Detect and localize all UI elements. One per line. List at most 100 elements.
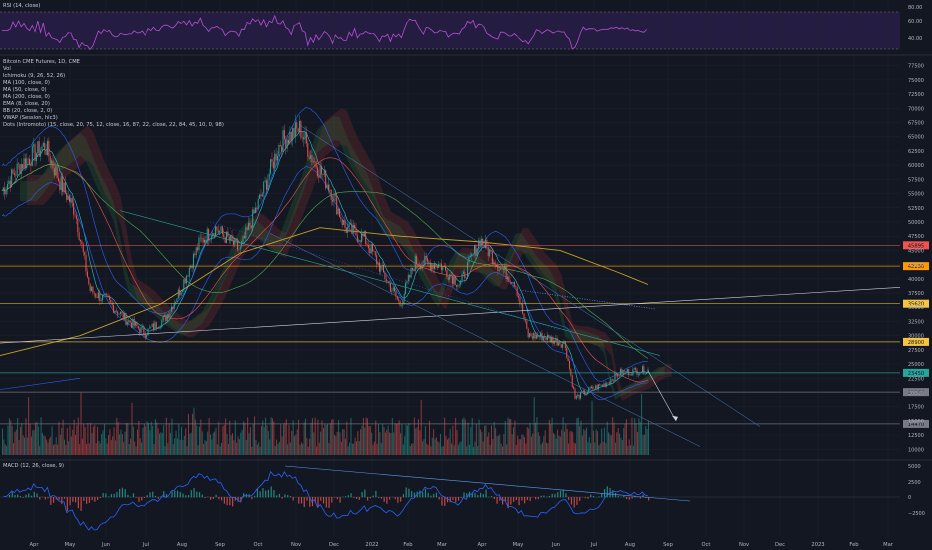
price-tick: 57500 (908, 177, 924, 183)
macd-hist-bar (573, 497, 575, 508)
price-tick: 67500 (908, 121, 924, 127)
trend-line-dotted (519, 289, 656, 310)
candle-body (383, 264, 385, 273)
volume-bar (361, 425, 363, 455)
candle-body (133, 318, 135, 326)
legend-ma200[interactable]: MA (200, close, 0) (3, 94, 50, 100)
price-axis[interactable]: 45895 42230 35620 28900 23450 20060 14470 77500… (903, 5, 929, 517)
volume-bar (496, 436, 498, 455)
volume-bars (2, 392, 649, 455)
volume-bar (431, 437, 433, 455)
volume-bar (327, 423, 329, 455)
macd-hist-bar (171, 491, 173, 498)
macd-hist-bar (587, 497, 589, 499)
candle-body (607, 382, 609, 384)
legend-symbol[interactable]: Bitcoin CME Futures, 1D, CME (3, 59, 80, 65)
volume-bar (420, 399, 422, 455)
legend-dots[interactable]: Dots (Intromoto) (15, close, 20, 75, 12,… (3, 122, 224, 128)
candle-body (545, 337, 547, 340)
macd-hist-bar (342, 496, 344, 498)
time-tick: Nov (291, 542, 301, 548)
volume-bar (260, 426, 262, 455)
macd-hist-bar (628, 497, 630, 500)
time-tick: May (65, 542, 76, 548)
candle-body (169, 311, 171, 317)
trend-lines[interactable] (0, 125, 901, 447)
volume-bar (479, 429, 481, 455)
legend-ma100[interactable]: MA (100, close, 0) (3, 80, 50, 86)
legend-bb[interactable]: BB (20, close, 2, 0) (3, 108, 53, 114)
volume-bar (506, 444, 508, 455)
macd-hist-bar (634, 495, 636, 498)
volume-bar (226, 434, 228, 455)
macd-hist-bar (149, 492, 151, 498)
candle-body (71, 198, 73, 203)
macd-hist-bar (75, 497, 77, 503)
candle-body (143, 326, 145, 335)
candle-body (95, 293, 97, 297)
horizontal-levels[interactable] (0, 244, 900, 425)
macd-hist-bar (278, 493, 281, 498)
volume-bar (171, 418, 173, 455)
macd-hist-bar (259, 491, 261, 498)
volume-bar (252, 423, 254, 455)
candle-body (122, 312, 124, 320)
volume-bar (153, 444, 155, 455)
volume-bar (134, 441, 136, 455)
volume-bar (102, 430, 104, 455)
volume-bar (457, 445, 459, 455)
macd-hist-bar (55, 497, 57, 500)
time-tick: Jun (101, 542, 110, 548)
candle-body (210, 236, 212, 240)
price-tick: 60000 (908, 163, 924, 169)
candle-body (84, 252, 86, 256)
volume-bar (427, 445, 429, 455)
legend-ma50[interactable]: MA (50, close, 0) (3, 87, 47, 93)
volume-bar (437, 441, 439, 455)
volume-bar (244, 422, 246, 455)
candle-body (325, 170, 327, 189)
macd-hist-bar (88, 497, 90, 503)
macd-hist-bar (209, 497, 212, 500)
macd-hist-bar (361, 491, 363, 498)
candle-body (165, 315, 167, 321)
time-tick: Sep (215, 542, 225, 548)
volume-bar (232, 433, 234, 455)
volume-bar (529, 422, 531, 455)
volume-bar (554, 434, 556, 455)
candle-body (629, 374, 631, 376)
macd-hist-bar (435, 492, 438, 498)
volume-bar (383, 427, 385, 455)
candle-body (177, 289, 179, 299)
time-tick: Dec (775, 542, 785, 548)
volume-bar (453, 445, 455, 455)
candle-body (363, 231, 365, 237)
macd-hist-bar (306, 497, 308, 501)
candle-body (460, 280, 462, 285)
candle-body (139, 328, 141, 334)
legend-ema8[interactable]: EMA (8, close, 20) (3, 101, 50, 107)
volume-bar (405, 424, 407, 455)
candle-body (589, 387, 591, 389)
volume-bar (127, 423, 129, 455)
legend-ichimoku[interactable]: Ichimoku (9, 26, 52, 26) (3, 73, 66, 79)
legend-vwap[interactable]: VWAP (Session, hlc3) (3, 115, 58, 121)
volume-bar (546, 442, 548, 455)
volume-bar (132, 426, 134, 455)
macd-hist-bar (590, 494, 592, 498)
candle-body (141, 326, 143, 328)
macd-trend-line[interactable] (284, 465, 691, 502)
time-axis[interactable]: Apr May Jun Jul Aug Sep Oct Nov Dec 2022 Feb Mar Apr… (30, 542, 894, 548)
candle-body (411, 267, 413, 270)
level-label-bg (903, 388, 929, 397)
candle-body (125, 313, 127, 325)
volume-bar (511, 434, 513, 455)
legend-volume[interactable]: Vol (3, 66, 11, 72)
candle-body (402, 300, 404, 306)
macd-hist-bar (612, 490, 614, 498)
volume-bar (201, 431, 203, 455)
candle-body (239, 246, 241, 250)
candle-body (257, 198, 259, 209)
candle-body (203, 239, 205, 243)
